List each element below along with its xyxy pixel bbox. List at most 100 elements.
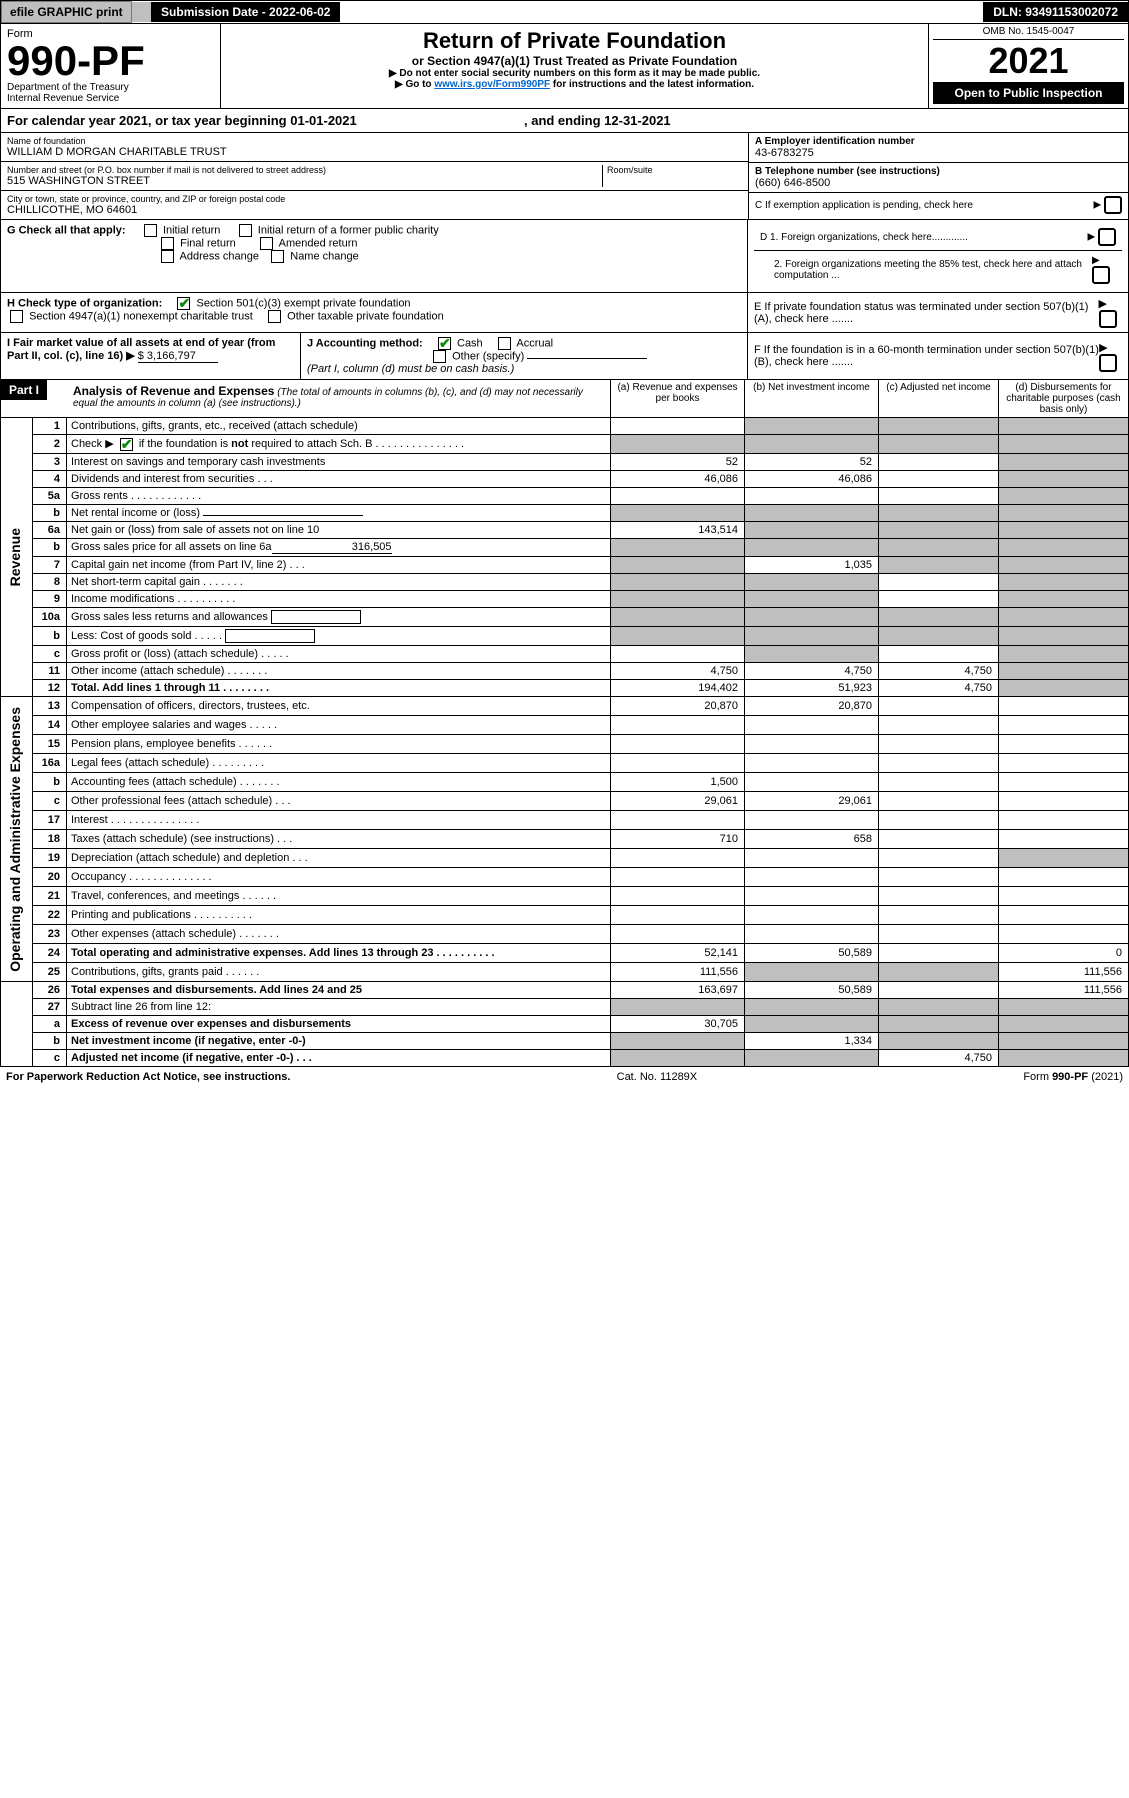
g-section: G Check all that apply: Initial return I… bbox=[0, 220, 1129, 293]
part1-table: Revenue 1Contributions, gifts, grants, e… bbox=[0, 418, 1129, 1067]
j-o3: Other (specify) bbox=[452, 350, 524, 362]
line-21: 21Travel, conferences, and meetings . . … bbox=[1, 887, 1129, 906]
g-name-change-cb[interactable] bbox=[271, 250, 284, 263]
form-ref: Form 990-PF (2021) bbox=[1023, 1071, 1123, 1083]
city-state-zip: CHILLICOTHE, MO 64601 bbox=[7, 204, 742, 216]
cat-no: Cat. No. 11289X bbox=[617, 1071, 698, 1083]
line-10a: 10aGross sales less returns and allowanc… bbox=[1, 607, 1129, 626]
g-o5: Address change bbox=[180, 250, 260, 262]
omb-number: OMB No. 1545-0047 bbox=[933, 26, 1124, 40]
j-other-cb[interactable] bbox=[433, 350, 446, 363]
line-16b: bAccounting fees (attach schedule) . . .… bbox=[1, 772, 1129, 791]
name-label: Name of foundation bbox=[7, 136, 742, 146]
j-note: (Part I, column (d) must be on cash basi… bbox=[307, 363, 514, 375]
h-o3: Other taxable private foundation bbox=[287, 310, 444, 322]
line-10c: cGross profit or (loss) (attach schedule… bbox=[1, 645, 1129, 662]
g-initial-return-cb[interactable] bbox=[144, 224, 157, 237]
note-goto-pre: ▶ Go to bbox=[395, 79, 434, 90]
form990pf-link[interactable]: www.irs.gov/Form990PF bbox=[434, 79, 550, 90]
ijf-section: I Fair market value of all assets at end… bbox=[0, 333, 1129, 380]
g-o6: Name change bbox=[290, 250, 359, 262]
part1-label: Part I bbox=[1, 380, 47, 400]
line-6a: 6aNet gain or (loss) from sale of assets… bbox=[1, 521, 1129, 538]
line-18: 18Taxes (attach schedule) (see instructi… bbox=[1, 829, 1129, 848]
g-o3: Final return bbox=[180, 237, 236, 249]
schb-checkbox[interactable] bbox=[120, 438, 133, 451]
line-5a: 5aGross rents . . . . . . . . . . . . bbox=[1, 487, 1129, 504]
h-501c3-cb[interactable] bbox=[177, 297, 190, 310]
entity-info: Name of foundation WILLIAM D MORGAN CHAR… bbox=[0, 133, 1129, 220]
street-address: 515 WASHINGTON STREET bbox=[7, 175, 602, 187]
line-24: 24Total operating and administrative exp… bbox=[1, 944, 1129, 963]
j-o2: Accrual bbox=[516, 337, 553, 349]
line-27b: bNet investment income (if negative, ent… bbox=[1, 1033, 1129, 1050]
d2-checkbox[interactable] bbox=[1092, 266, 1110, 284]
h-label: H Check type of organization: bbox=[7, 297, 162, 309]
g-o4: Amended return bbox=[279, 237, 358, 249]
phone-value: (660) 646-8500 bbox=[755, 177, 1122, 189]
c-label: C If exemption application is pending, c… bbox=[755, 200, 973, 211]
form-number: 990-PF bbox=[7, 40, 214, 82]
form-header: Form 990-PF Department of the Treasury I… bbox=[0, 24, 1129, 109]
submission-date-label bbox=[132, 2, 151, 22]
part1-header: Part I Analysis of Revenue and Expenses … bbox=[0, 380, 1129, 418]
f-checkbox[interactable] bbox=[1099, 354, 1117, 372]
line-16a: 16aLegal fees (attach schedule) . . . . … bbox=[1, 753, 1129, 772]
line-12: 12Total. Add lines 1 through 11 . . . . … bbox=[1, 679, 1129, 696]
part1-title: Analysis of Revenue and Expenses bbox=[73, 384, 274, 398]
open-inspection: Open to Public Inspection bbox=[933, 82, 1124, 104]
efile-print-btn[interactable]: efile GRAPHIC print bbox=[1, 1, 132, 23]
j-accrual-cb[interactable] bbox=[498, 337, 511, 350]
d2-label: 2. Foreign organizations meeting the 85%… bbox=[760, 259, 1092, 281]
line-27a: aExcess of revenue over expenses and dis… bbox=[1, 1016, 1129, 1033]
line-14: 14Other employee salaries and wages . . … bbox=[1, 715, 1129, 734]
g-address-change-cb[interactable] bbox=[161, 250, 174, 263]
line-13: Operating and Administrative Expenses 13… bbox=[1, 696, 1129, 715]
line-19: 19Depreciation (attach schedule) and dep… bbox=[1, 848, 1129, 867]
line-2: 2Check ▶ if the foundation is not requir… bbox=[1, 435, 1129, 454]
dln: DLN: 93491153002072 bbox=[983, 2, 1128, 22]
note-goto-post: for instructions and the latest informat… bbox=[553, 79, 754, 90]
line-16c: cOther professional fees (attach schedul… bbox=[1, 791, 1129, 810]
page-footer: For Paperwork Reduction Act Notice, see … bbox=[0, 1067, 1129, 1087]
foundation-name: WILLIAM D MORGAN CHARITABLE TRUST bbox=[7, 146, 742, 158]
line-20: 20Occupancy . . . . . . . . . . . . . . bbox=[1, 868, 1129, 887]
h-4947-cb[interactable] bbox=[10, 310, 23, 323]
g-o2: Initial return of a former public charit… bbox=[258, 224, 439, 236]
g-initial-former-cb[interactable] bbox=[239, 224, 252, 237]
calyear-pre: For calendar year 2021, or tax year begi… bbox=[7, 113, 290, 128]
line-15: 15Pension plans, employee benefits . . .… bbox=[1, 734, 1129, 753]
j-cash-cb[interactable] bbox=[438, 337, 451, 350]
line-4: 4Dividends and interest from securities … bbox=[1, 470, 1129, 487]
line-6b: bGross sales price for all assets on lin… bbox=[1, 538, 1129, 556]
calendar-year-row: For calendar year 2021, or tax year begi… bbox=[0, 109, 1129, 133]
room-label: Room/suite bbox=[607, 165, 742, 175]
d1-checkbox[interactable] bbox=[1098, 228, 1116, 246]
form-subtitle: or Section 4947(a)(1) Trust Treated as P… bbox=[227, 54, 922, 68]
h-section: H Check type of organization: Section 50… bbox=[0, 293, 1129, 333]
revenue-side: Revenue bbox=[1, 418, 33, 696]
ein-value: 43-6783275 bbox=[755, 147, 1122, 159]
irs-label: Internal Revenue Service bbox=[7, 93, 214, 104]
line-5b: bNet rental income or (loss) bbox=[1, 504, 1129, 521]
phone-label: B Telephone number (see instructions) bbox=[755, 166, 1122, 177]
line-25: 25Contributions, gifts, grants paid . . … bbox=[1, 963, 1129, 982]
line-17: 17Interest . . . . . . . . . . . . . . . bbox=[1, 810, 1129, 829]
line-27: 27Subtract line 26 from line 12: bbox=[1, 999, 1129, 1016]
calyear-end: 12-31-2021 bbox=[604, 113, 671, 128]
tax-year: 2021 bbox=[933, 40, 1124, 82]
line-23: 23Other expenses (attach schedule) . . .… bbox=[1, 925, 1129, 944]
h-other-taxable-cb[interactable] bbox=[268, 310, 281, 323]
col-a-header: (a) Revenue and expenses per books bbox=[610, 380, 744, 417]
line-7: 7Capital gain net income (from Part IV, … bbox=[1, 556, 1129, 573]
g-final-return-cb[interactable] bbox=[161, 237, 174, 250]
g-amended-cb[interactable] bbox=[260, 237, 273, 250]
col-b-header: (b) Net investment income bbox=[744, 380, 878, 417]
e-checkbox[interactable] bbox=[1099, 310, 1117, 328]
j-o1: Cash bbox=[457, 337, 483, 349]
c-checkbox[interactable] bbox=[1104, 196, 1122, 214]
line-8: 8Net short-term capital gain . . . . . .… bbox=[1, 573, 1129, 590]
col-d-header: (d) Disbursements for charitable purpose… bbox=[998, 380, 1128, 417]
dept-treasury: Department of the Treasury bbox=[7, 82, 214, 93]
h-o2: Section 4947(a)(1) nonexempt charitable … bbox=[29, 310, 253, 322]
